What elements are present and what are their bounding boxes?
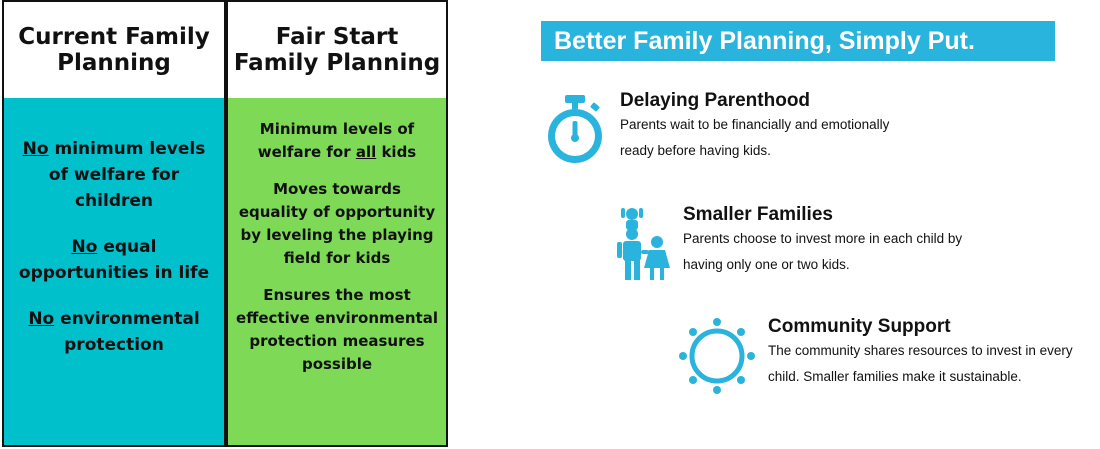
stopwatch-icon <box>542 94 608 166</box>
comparison-item: Ensures the most effective environmental… <box>228 284 446 376</box>
item-text: equal opportunities in life <box>18 237 210 283</box>
item-text: Moves towards equality of opportunity by… <box>238 180 436 267</box>
person-head <box>689 328 697 336</box>
banner-title: Better Family Planning, Simply Put. <box>541 21 1055 61</box>
underlined-word: all <box>355 143 377 161</box>
person-head <box>737 376 745 384</box>
fair-start-column: Fair Start Family Planning Minimum level… <box>228 2 446 445</box>
feature-title: Smaller Families <box>683 204 833 225</box>
person-head <box>737 328 745 336</box>
underlined-word: No <box>71 237 98 257</box>
fair-start-heading: Fair Start Family Planning <box>233 24 441 76</box>
item-text: Minimum levels of welfare for <box>257 120 415 161</box>
feature-delaying-parenthood: Delaying Parenthood Parents wait to be f… <box>620 90 920 164</box>
item-text: Ensures the most effective environmental… <box>236 286 438 373</box>
feature-description: Parents wait to be financially and emoti… <box>620 117 890 158</box>
community-circle-icon <box>679 318 755 394</box>
comparison-item: No equal opportunities in life <box>4 234 224 286</box>
underlined-word: No <box>28 309 55 329</box>
family-icon <box>615 206 673 280</box>
item-text: environmental protection <box>54 309 200 355</box>
feature-smaller-families: Smaller Families Parents choose to inves… <box>683 204 983 278</box>
person-head <box>689 376 697 384</box>
current-planning-heading: Current Family Planning <box>18 24 210 76</box>
person-head <box>747 352 755 360</box>
feature-title: Community Support <box>768 316 951 337</box>
feature-community-support: Community Support The community shares r… <box>768 316 1088 390</box>
comparison-item: No environmental protection <box>4 306 224 358</box>
column-divider <box>224 2 228 445</box>
person-head <box>713 386 721 394</box>
feature-description: Parents choose to invest more in each ch… <box>683 231 963 272</box>
item-text: minimum levels of welfare for children <box>48 139 206 211</box>
comparison-item: Minimum levels of welfare for all kids <box>228 118 446 164</box>
person-head <box>679 352 687 360</box>
current-planning-list: No minimum levels of welfare for childre… <box>4 98 224 445</box>
item-text: kids <box>376 143 417 161</box>
comparison-item: Moves towards equality of opportunity by… <box>228 178 446 270</box>
current-planning-column: Current Family Planning No minimum level… <box>4 2 224 445</box>
underlined-word: No <box>22 139 49 159</box>
feature-description: The community shares resources to invest… <box>768 343 1073 384</box>
comparison-item: No minimum levels of welfare for childre… <box>4 136 224 214</box>
feature-title: Delaying Parenthood <box>620 90 811 111</box>
comparison-table: Current Family Planning No minimum level… <box>2 0 448 447</box>
fair-start-list: Minimum levels of welfare for all kids Mo… <box>228 98 446 445</box>
person-head <box>713 318 721 326</box>
